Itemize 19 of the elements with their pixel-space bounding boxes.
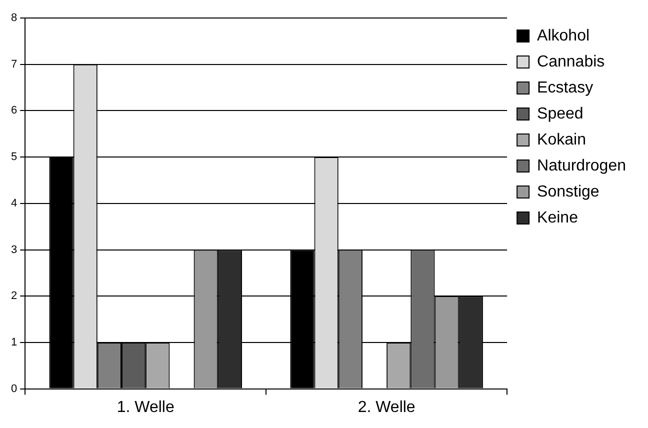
y-tick-label: 7 — [10, 58, 18, 70]
y-tick-label: 4 — [10, 197, 18, 210]
x-tick-label: 1. Welle — [116, 398, 174, 416]
legend-label: Cannabis — [537, 53, 605, 70]
legend-label: Alkohol — [537, 27, 590, 44]
x-tick-label: 2. Welle — [358, 398, 416, 416]
legend-label: Speed — [537, 105, 584, 122]
y-tick-label: 1 — [10, 336, 18, 348]
legend-label: Sonstige — [537, 183, 600, 200]
y-tick-label: 0 — [10, 382, 18, 395]
legend-label: Keine — [537, 209, 578, 226]
legend-label: Kokain — [537, 131, 586, 148]
legend-label: Ecstasy — [537, 79, 594, 96]
y-tick-label: 8 — [10, 12, 18, 24]
y-tick-label: 5 — [10, 151, 18, 164]
legend-label: Naturdrogen — [537, 157, 626, 174]
y-tick-label: 6 — [10, 104, 18, 117]
y-tick-label: 2 — [10, 290, 18, 302]
y-tick-label: 3 — [10, 244, 18, 256]
